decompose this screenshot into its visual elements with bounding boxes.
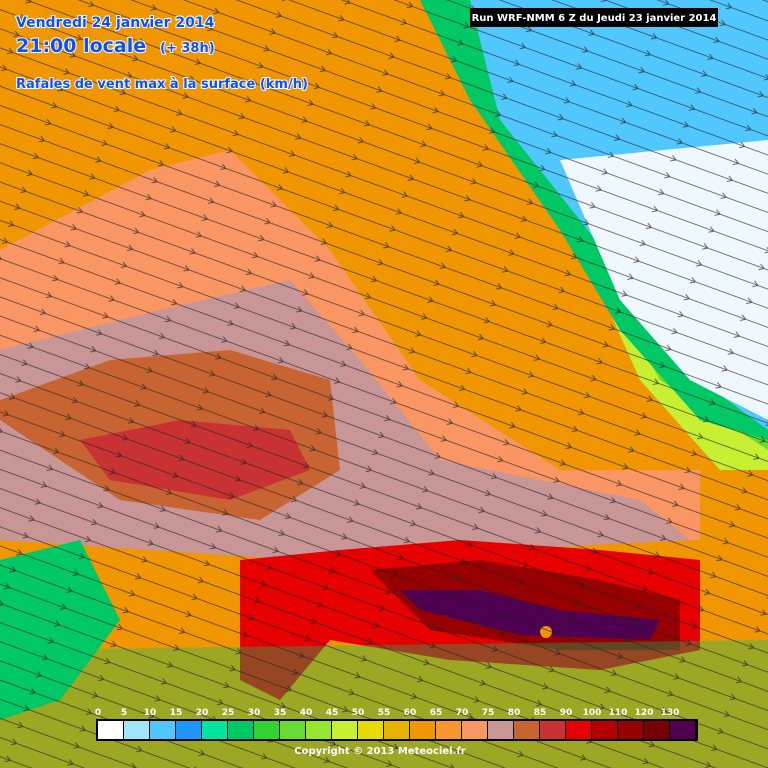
legend-label: 5 (121, 708, 127, 718)
legend-label: 70 (456, 708, 469, 718)
legend-label: 85 (534, 708, 547, 718)
legend-label: 50 (352, 708, 365, 718)
legend-swatch (592, 721, 617, 739)
legend-swatch (176, 721, 201, 739)
legend-swatch (566, 721, 591, 739)
legend-label: 60 (404, 708, 417, 718)
legend-swatch (228, 721, 253, 739)
legend-label: 45 (326, 708, 339, 718)
legend-label: 80 (508, 708, 521, 718)
legend-label: 90 (560, 708, 573, 718)
legend-label: 75 (482, 708, 495, 718)
legend-swatch (280, 721, 305, 739)
legend-label: 40 (300, 708, 313, 718)
legend-label: 35 (274, 708, 287, 718)
legend-swatch (670, 721, 695, 739)
legend-swatch (358, 721, 383, 739)
legend-swatch (98, 721, 123, 739)
legend-label: 10 (144, 708, 157, 718)
legend-label: 65 (430, 708, 443, 718)
legend-swatch (202, 721, 227, 739)
legend-label: 120 (635, 708, 654, 718)
date: Vendredi 24 janvier 2014 (16, 15, 215, 31)
legend-swatch (514, 721, 539, 739)
copyright: Copyright © 2013 Meteociel.fr (294, 746, 465, 757)
run-box (470, 8, 718, 27)
legend-swatch (306, 721, 331, 739)
legend-label: 30 (248, 708, 261, 718)
field-name: Rafales de vent max à la surface (km/h) (16, 77, 308, 92)
legend-label: 130 (661, 708, 680, 718)
time: 21:00 locale (16, 35, 146, 57)
legend-label: 100 (583, 708, 602, 718)
legend-swatch (384, 721, 409, 739)
legend-label: 0 (95, 708, 101, 718)
lead-time: (+ 38h) (160, 41, 215, 56)
legend-swatch (618, 721, 643, 739)
legend-label: 25 (222, 708, 235, 718)
legend-swatch (150, 721, 175, 739)
legend-swatch (540, 721, 565, 739)
legend-label: 20 (196, 708, 209, 718)
legend-swatch (644, 721, 669, 739)
legend-swatch (124, 721, 149, 739)
legend-swatch (254, 721, 279, 739)
legend-swatch (488, 721, 513, 739)
legend-swatch (332, 721, 357, 739)
legend-label: 15 (170, 708, 183, 718)
run-info: Run WRF-NMM 6 Z du Jeudi 23 janvier 2014 (472, 13, 717, 24)
legend: 0 5 10 15 20 25 30 35 40 45 50 55 60 65 70 75 80 85 90 100 1… (95, 708, 698, 741)
legend-label: 110 (609, 708, 628, 718)
legend-swatch (462, 721, 487, 739)
legend-swatch (436, 721, 461, 739)
legend-swatch (410, 721, 435, 739)
legend-label: 55 (378, 708, 391, 718)
